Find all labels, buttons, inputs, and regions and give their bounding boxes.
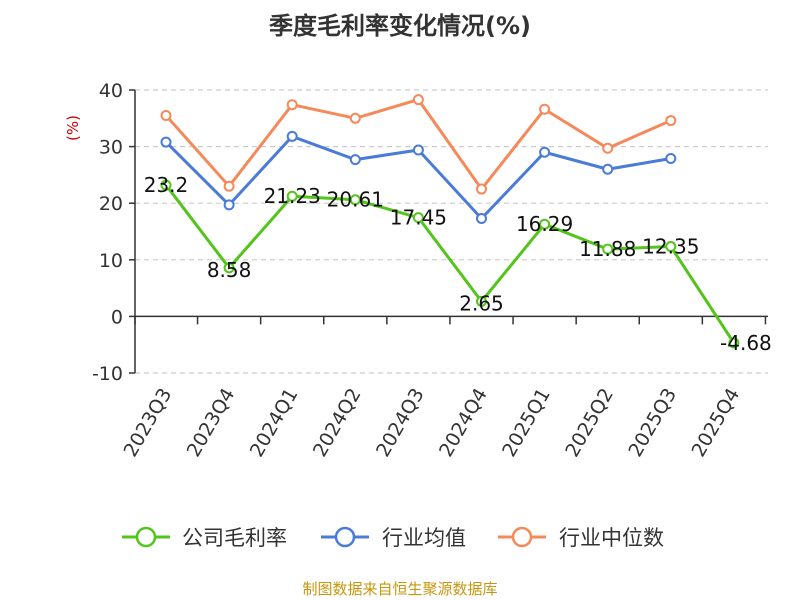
series — [160, 94, 740, 349]
data-label: 17.45 — [390, 206, 447, 230]
y-axis-unit: (%) — [64, 115, 82, 141]
legend-label[interactable]: 行业均值 — [382, 526, 466, 550]
data-label: 8.58 — [207, 258, 252, 282]
chart-title: 季度毛利率变化情况(%) — [269, 12, 531, 40]
y-tick-label: 40 — [99, 80, 123, 102]
data-point — [412, 144, 424, 156]
data-point — [602, 243, 614, 255]
data-label: 21.23 — [264, 184, 321, 208]
x-tick-label: 2023Q4 — [183, 385, 240, 461]
data-point — [412, 212, 424, 224]
legend-marker — [135, 526, 157, 548]
data-point — [602, 142, 614, 154]
data-point — [476, 183, 487, 195]
x-tick-label: 2025Q3 — [624, 385, 681, 461]
data-label: 23.2 — [144, 173, 189, 197]
data-point — [665, 240, 677, 252]
y-tick-label: 30 — [99, 137, 123, 159]
data-label: 12.35 — [642, 234, 699, 258]
data-point — [476, 212, 487, 224]
x-tick-label: 2024Q1 — [246, 385, 303, 461]
series-line — [164, 184, 736, 344]
y-tick-label: 0 — [111, 306, 123, 328]
data-point — [539, 146, 551, 158]
x-tick-label: 2025Q4 — [687, 385, 744, 461]
y-tick-label: 20 — [99, 193, 123, 215]
legend-label[interactable]: 公司毛利率 — [182, 526, 287, 550]
data-point — [286, 190, 298, 202]
legend-label[interactable]: 行业中位数 — [559, 526, 664, 550]
x-tick-label: 2024Q2 — [309, 385, 366, 461]
series-line — [164, 98, 672, 191]
y-tick-label: 10 — [99, 250, 123, 272]
data-point — [539, 218, 551, 230]
data-point — [476, 295, 487, 307]
data-point — [412, 94, 424, 106]
data-point — [223, 262, 235, 274]
x-tick-label: 2024Q3 — [372, 385, 429, 461]
x-tick-label: 2023Q3 — [120, 385, 177, 461]
y-tick-label: -10 — [92, 363, 123, 385]
legend-marker — [334, 526, 356, 548]
data-point — [349, 154, 361, 166]
data-label: 20.61 — [327, 188, 384, 212]
data-label: 16.29 — [516, 212, 573, 236]
data-label: -4.68 — [720, 331, 772, 355]
data-point — [665, 152, 677, 164]
data-point — [539, 103, 551, 115]
data-point — [728, 337, 740, 349]
data-point — [160, 179, 172, 191]
data-point — [223, 199, 235, 211]
data-point — [349, 112, 361, 124]
data-point — [602, 163, 614, 175]
data-point — [665, 115, 677, 127]
x-tick-label: 2025Q1 — [498, 385, 555, 461]
data-point — [160, 109, 172, 121]
data-point — [286, 99, 298, 111]
x-tick-label: 2025Q2 — [561, 385, 618, 461]
data-point — [160, 136, 172, 148]
source-note: 制图数据来自恒生聚源数据库 — [302, 580, 498, 598]
grid-lines — [135, 89, 768, 374]
legend: 公司毛利率 行业均值 行业中位数 — [122, 526, 664, 550]
legend-marker — [511, 526, 533, 548]
data-point — [223, 180, 235, 192]
data-label: 11.88 — [579, 237, 636, 261]
data-point — [286, 130, 298, 142]
x-tick-label: 2024Q4 — [435, 385, 492, 461]
data-label: 2.65 — [459, 291, 504, 315]
data-point — [349, 194, 361, 206]
